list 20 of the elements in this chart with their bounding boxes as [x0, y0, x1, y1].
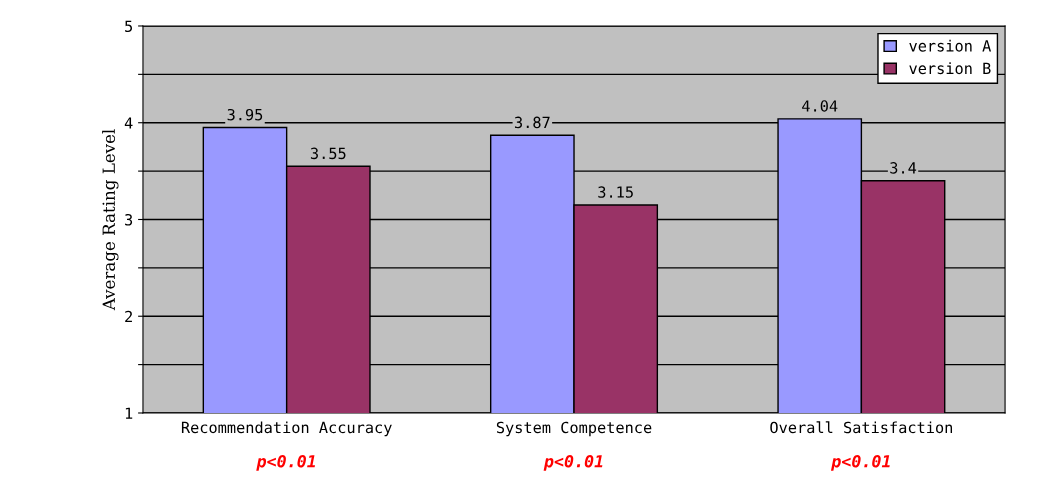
- legend-label: version A: [909, 39, 992, 52]
- y-tick-label: 4: [124, 117, 133, 129]
- data-label: 3.15: [598, 186, 633, 198]
- text: p<0.01: [543, 454, 603, 471]
- data-label: 3.87: [514, 116, 550, 129]
- x-tick-label: Recommendation Accuracy: [181, 421, 392, 437]
- data-label: 3.55: [310, 147, 346, 160]
- text: p<0.01: [830, 454, 890, 471]
- data-label: 3.4: [890, 162, 917, 174]
- y-tick-label: 1: [125, 407, 133, 419]
- y-tick-label: 3: [125, 213, 133, 226]
- y-axis-title: Average Rating Level: [102, 129, 119, 311]
- legend-label: version B: [909, 62, 991, 75]
- text: p<0.01: [256, 454, 316, 471]
- x-tick-label: System Competence: [496, 421, 652, 437]
- data-label: 4.04: [802, 100, 838, 112]
- x-tick-label: Overall Satisfaction: [770, 421, 953, 434]
- y-tick-label: 2: [125, 310, 132, 323]
- data-label: 3.95: [227, 108, 263, 121]
- y-tick-label: 5: [125, 20, 133, 33]
